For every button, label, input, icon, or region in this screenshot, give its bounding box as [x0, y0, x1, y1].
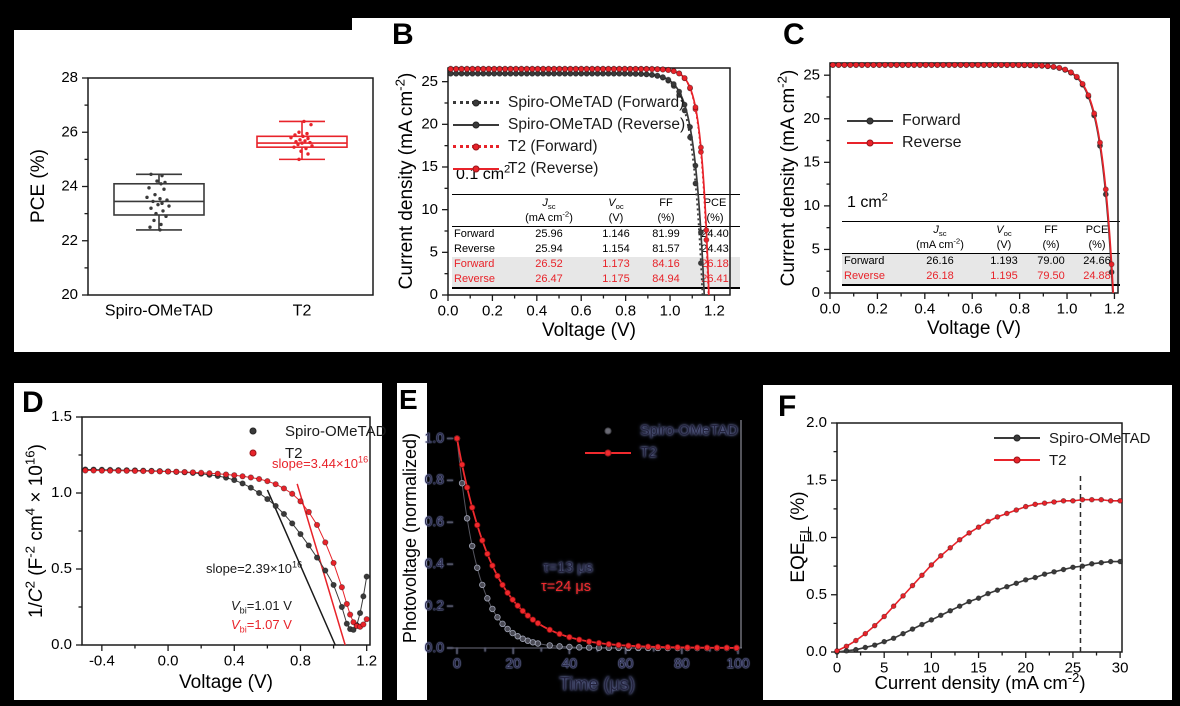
legend-marker-icon	[992, 432, 1042, 444]
panel-e-legend: Spiro-OMeTAD T2	[583, 420, 738, 464]
legend-item: T2	[583, 442, 738, 464]
panel-label-e: E	[399, 384, 418, 415]
legend-label: T2	[640, 445, 657, 461]
panel-f-x-axis-title: Current density (mA cm-2)	[874, 669, 1086, 693]
legend-item: Spiro-OMeTAD	[583, 420, 738, 442]
panel-d-legend: Spiro-OMeTAD T2	[228, 420, 386, 464]
panel-label-f: F	[778, 390, 797, 423]
panel-c-area-label: 1 cm2	[847, 191, 888, 211]
panel-e-x-axis-title: Time (μs)	[559, 674, 635, 694]
annotation-text: τ=13 μs	[543, 560, 593, 576]
annotation-text: Vbi=1.07 V	[231, 617, 292, 635]
legend-marker-icon	[992, 454, 1042, 466]
panel-d-y-axis-title: 1/C2 (F-2 cm4 × 1016)	[22, 444, 47, 618]
panel-label-d: D	[22, 386, 44, 419]
legend-item: Reverse	[845, 132, 962, 154]
top-left-black-bar	[0, 0, 352, 30]
legend-item: T2	[228, 442, 386, 464]
annotation-text: Vbi=1.01 V	[231, 598, 292, 616]
legend-label: Forward	[902, 112, 961, 129]
legend-label: Spiro-OMeTAD	[640, 423, 739, 439]
legend-marker-icon	[451, 119, 501, 131]
panel-label-b: B	[392, 18, 414, 51]
legend-label: T2 (Reverse)	[508, 160, 599, 177]
legend-label: Spiro-OMeTAD (Reverse)	[508, 116, 686, 133]
legend-item: Spiro-OMeTAD (Forward)	[451, 92, 685, 114]
legend-item: T2 (Forward)	[451, 136, 685, 158]
annotation-text: slope=2.39×1016	[206, 559, 303, 576]
legend-marker-icon	[845, 115, 895, 127]
legend-label: Spiro-OMeTAD	[1049, 429, 1151, 447]
legend-label: T2 (Forward)	[508, 138, 598, 155]
legend-marker-icon	[583, 425, 633, 437]
legend-marker-icon	[583, 447, 633, 459]
legend-item: Spiro-OMeTAD	[228, 420, 386, 442]
annotation-text: slope=3.44×1016	[272, 454, 369, 471]
panel-b-legend: Spiro-OMeTAD (Forward) Spiro-OMeTAD (Reve…	[451, 92, 685, 180]
legend-label: T2	[1049, 451, 1067, 469]
legend-item: Spiro-OMeTAD (Reverse)	[451, 114, 685, 136]
panel-label-c: C	[783, 18, 805, 51]
legend-marker-icon	[228, 447, 278, 459]
legend-item: T2 (Reverse)	[451, 158, 685, 180]
legend-label: Spiro-OMeTAD (Forward)	[508, 94, 685, 111]
panel-e-y-axis-title: Photovoltage (normalized)	[400, 432, 420, 644]
legend-label: Spiro-OMeTAD	[285, 422, 387, 440]
panel-a-y-axis-title: PCE (%)	[28, 149, 49, 223]
panel-f-y-axis-title: EQEEL (%)	[788, 491, 812, 583]
legend-marker-icon	[451, 97, 501, 109]
legend-item: T2	[992, 449, 1150, 471]
legend-item: Forward	[845, 110, 962, 132]
panel-c-y-axis-title: Current density (mA cm-2)	[774, 69, 799, 287]
panel-b-area-label: 0.1 cm2	[456, 163, 511, 183]
legend-marker-icon	[228, 425, 278, 437]
legend-label: T2	[285, 444, 303, 462]
legend-item: Spiro-OMeTAD	[992, 427, 1150, 449]
panel-b-y-axis-title: Current density (mA cm-2)	[392, 72, 417, 290]
panel-d-x-axis-title: Voltage (V)	[179, 672, 273, 693]
panel-c-legend: Forward Reverse	[845, 110, 962, 154]
legend-label: Reverse	[902, 134, 962, 151]
panel-f-legend: Spiro-OMeTAD T2	[992, 427, 1150, 471]
panel-b-x-axis-title: Voltage (V)	[542, 320, 636, 341]
legend-marker-icon	[845, 137, 895, 149]
annotation-text: τ=24 μs	[541, 579, 591, 595]
legend-marker-icon	[451, 163, 501, 175]
legend-marker-icon	[451, 141, 501, 153]
panel-c-x-axis-title: Voltage (V)	[927, 318, 1021, 339]
